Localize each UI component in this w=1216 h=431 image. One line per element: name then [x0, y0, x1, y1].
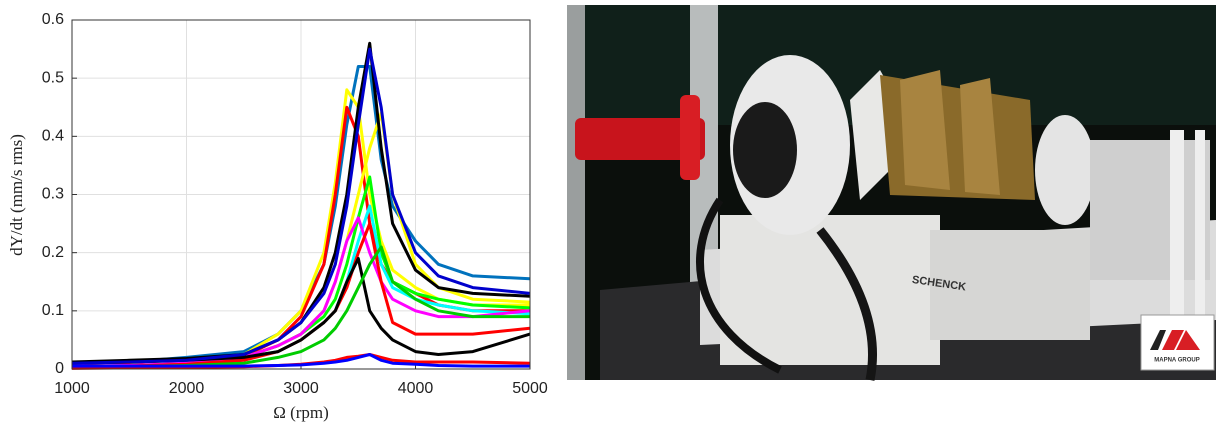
y-tick-label: 0.2 [42, 244, 64, 261]
axes-box [71, 19, 531, 370]
y-tick-label: 0.3 [42, 186, 64, 203]
y-tick-label: 0.5 [42, 69, 64, 86]
x-axis-label: Ω (rpm) [273, 403, 329, 422]
y-tick-label: 0.6 [42, 11, 64, 28]
series-line [71, 222, 531, 369]
y-tick-label: 0.1 [42, 302, 64, 319]
x-tick-label: 5000 [512, 380, 548, 397]
y-tick-label: 0 [55, 360, 64, 377]
series-line [72, 353, 530, 368]
x-tick-label: 3000 [283, 380, 319, 397]
series-line [71, 65, 531, 365]
logo-text: MAPNA GROUP [1154, 358, 1199, 364]
y-tick-label: 0.4 [42, 128, 64, 145]
photo: SCHENCK MAPNA GROUP [567, 5, 1216, 381]
x-tick-label: 1000 [54, 380, 90, 397]
series-line [71, 47, 531, 365]
x-tick-label: 4000 [398, 380, 434, 397]
x-tick-label: 2000 [169, 380, 205, 397]
series-line [71, 257, 531, 365]
y-axis-label: dY/dt (mm/s rms) [7, 134, 26, 256]
series-line [71, 245, 530, 369]
